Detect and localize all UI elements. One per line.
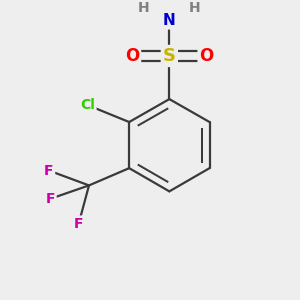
Text: H: H (189, 1, 200, 15)
Text: Cl: Cl (80, 98, 95, 112)
Text: F: F (46, 192, 55, 206)
Text: F: F (44, 164, 54, 178)
Text: O: O (125, 47, 139, 65)
Text: O: O (200, 47, 214, 65)
Text: N: N (163, 13, 176, 28)
Text: F: F (74, 217, 83, 231)
Text: S: S (163, 47, 176, 65)
Text: H: H (138, 1, 150, 15)
